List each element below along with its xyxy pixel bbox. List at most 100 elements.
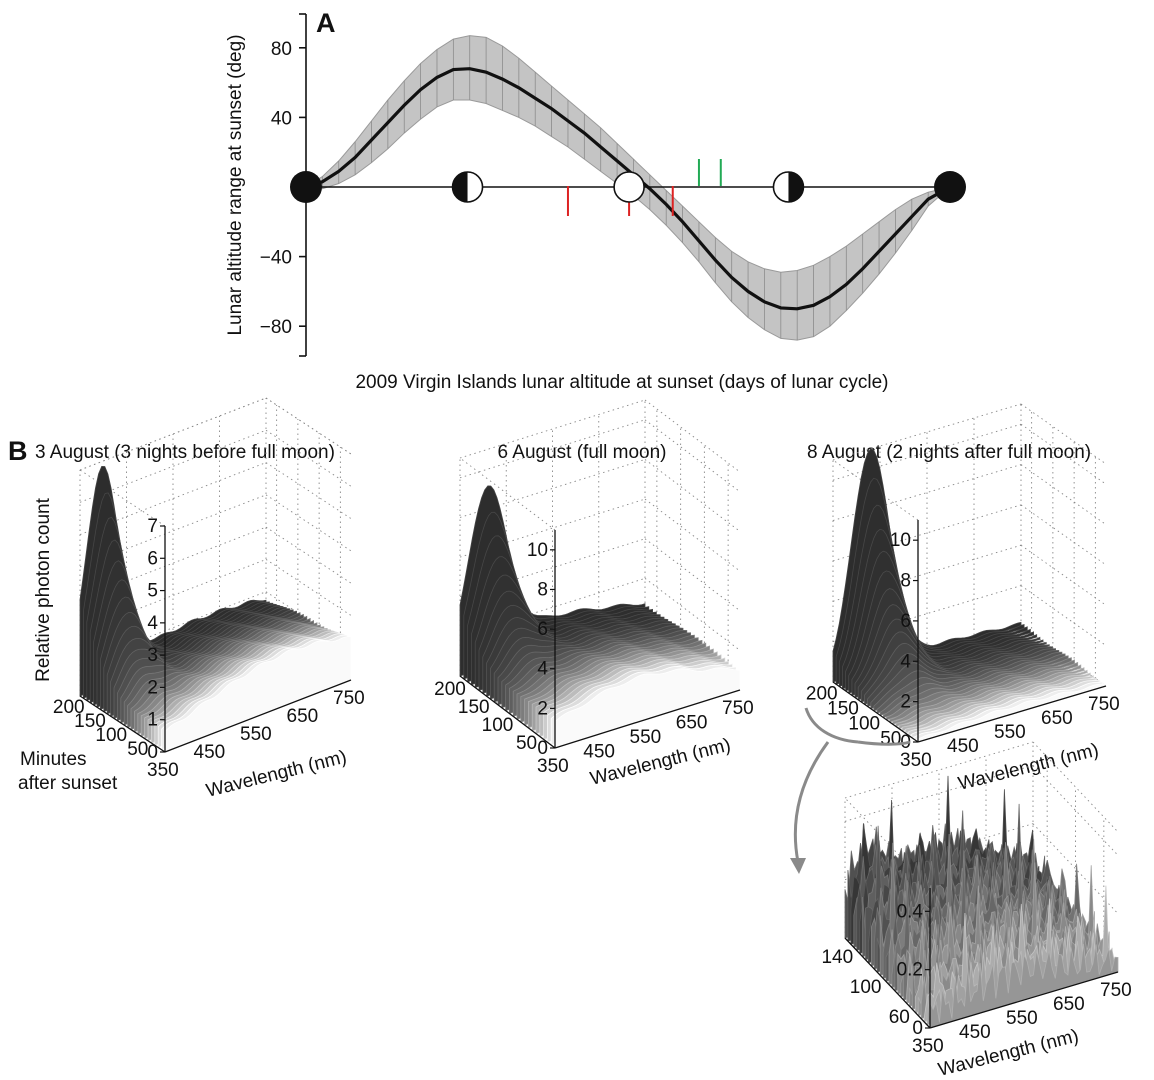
- z-tick-label: 2: [900, 692, 911, 713]
- grid-line: [265, 526, 352, 584]
- x-tick-label: 350: [537, 756, 569, 777]
- grid-line: [79, 494, 267, 568]
- moon-new-icon: [290, 171, 322, 203]
- x-tick-label: 550: [1006, 1008, 1038, 1029]
- surface-4-ticks: 0 0.2 0.4 350 450 550 650 750 60 100 140: [821, 888, 1132, 1057]
- z-tick-label: 6: [147, 548, 158, 569]
- y-tick-label: 200: [434, 679, 466, 700]
- surface-ribbon: [554, 667, 741, 749]
- y-tick-label: 100: [482, 715, 514, 736]
- z-tick-label: 4: [147, 613, 158, 634]
- grid-line: [1032, 741, 1119, 833]
- x-tick-label: 450: [959, 1022, 991, 1043]
- surface-2-title: 6 August (full moon): [498, 442, 667, 463]
- grid-line: [79, 469, 166, 527]
- zoom-bracket-tail: [857, 740, 911, 746]
- grid-line: [79, 559, 267, 632]
- y-tick-label: 140: [821, 947, 853, 968]
- x-axis-label: 2009 Virgin Islands lunar altitude at su…: [355, 372, 888, 393]
- y-tick-label: 100: [95, 725, 127, 746]
- grid-line: [644, 538, 741, 612]
- y-tick-label: 60: [889, 1007, 910, 1028]
- grid-line: [1020, 464, 1107, 525]
- zoom-arrow-head: [790, 858, 806, 874]
- x-tick-label: 550: [994, 722, 1026, 743]
- z-tick-label: 10: [890, 530, 911, 551]
- x-tick-label: 350: [912, 1036, 944, 1057]
- axis-line: [917, 685, 1107, 743]
- panel-b-label: B: [8, 436, 28, 466]
- x-tick-label: 450: [947, 736, 979, 757]
- surface-1-y-label-2: after sunset: [18, 773, 118, 794]
- x-tick-label: 750: [722, 698, 754, 719]
- axis-line: [164, 679, 352, 753]
- surface-2-ribbons: [459, 485, 741, 749]
- z-tick-label: 4: [900, 651, 911, 672]
- zoom-bracket: [804, 707, 859, 744]
- grid-line: [265, 559, 352, 616]
- panel-a-label: A: [316, 8, 336, 38]
- surface-3-title: 8 August (2 nights after full moon): [807, 442, 1091, 463]
- y-tick-label: −40: [260, 248, 292, 269]
- y-tick-label: 50: [127, 739, 148, 760]
- moon-last-quarter-icon: [772, 171, 805, 203]
- z-tick-label: 5: [147, 581, 158, 602]
- x-tick-label: 650: [1053, 994, 1085, 1015]
- moon-phase-icons: [290, 171, 966, 203]
- surface-1-x-label: Wavelength (nm): [204, 747, 349, 802]
- moon-first-quarter-icon: [451, 171, 484, 203]
- moon-full-icon: [613, 171, 645, 203]
- z-tick-label: 6: [537, 619, 548, 640]
- grid-line: [265, 397, 352, 455]
- z-tick-label: 0.4: [897, 901, 924, 922]
- x-tick-label: 750: [333, 688, 365, 709]
- y-tick-label: 40: [271, 108, 292, 129]
- surface-4-x-label: Wavelength (nm): [936, 1026, 1081, 1080]
- y-tick-label: 150: [74, 711, 106, 732]
- z-tick-label: 0: [147, 742, 158, 763]
- panel-a-chart: A 80 40 −40 −80 Lunar altitude range at sun…: [225, 8, 966, 393]
- x-tick-label: 650: [287, 706, 319, 727]
- grid-line: [79, 397, 267, 471]
- grid-line: [265, 494, 352, 552]
- grid-line: [79, 429, 267, 503]
- grid-line: [1020, 544, 1107, 606]
- axis-line: [79, 695, 166, 753]
- y-tick-label: 50: [880, 729, 901, 750]
- x-tick-label: 750: [1088, 694, 1120, 715]
- z-tick-label: 0: [912, 1018, 923, 1039]
- axis-line: [844, 937, 931, 1029]
- z-tick-label: 2: [147, 677, 158, 698]
- axis-line: [554, 689, 741, 749]
- zoom-arrow: [793, 741, 830, 863]
- surface-1-y-label-1: Minutes: [20, 749, 87, 770]
- axis-line: [459, 675, 556, 749]
- grid-line: [79, 591, 267, 665]
- surface-ribbon: [929, 943, 1119, 1029]
- x-tick-label: 750: [1100, 980, 1132, 1001]
- surface-3-ribbons: [832, 448, 1107, 743]
- surface-4-ribbons: [844, 775, 1119, 1029]
- surface-1-ribbons: [79, 465, 352, 753]
- axis-line: [832, 681, 919, 743]
- y-tick-label: −80: [260, 317, 292, 338]
- grid-line: [1032, 765, 1119, 856]
- grid-line: [1032, 823, 1119, 914]
- z-tick-label: 0: [537, 738, 548, 759]
- mean-altitude-line: [305, 67, 951, 311]
- y-tick-label: 80: [271, 39, 292, 60]
- grid-line: [644, 459, 741, 532]
- grid-line: [1020, 504, 1107, 566]
- x-tick-label: 450: [194, 742, 226, 763]
- grid-line: [79, 526, 267, 600]
- y-tick-label: 200: [53, 697, 85, 718]
- x-tick-label: 450: [583, 742, 615, 763]
- grid-line: [265, 429, 352, 487]
- x-tick-label: 650: [1041, 708, 1073, 729]
- z-tick-label: 1: [147, 710, 158, 731]
- grid-line: [644, 498, 741, 572]
